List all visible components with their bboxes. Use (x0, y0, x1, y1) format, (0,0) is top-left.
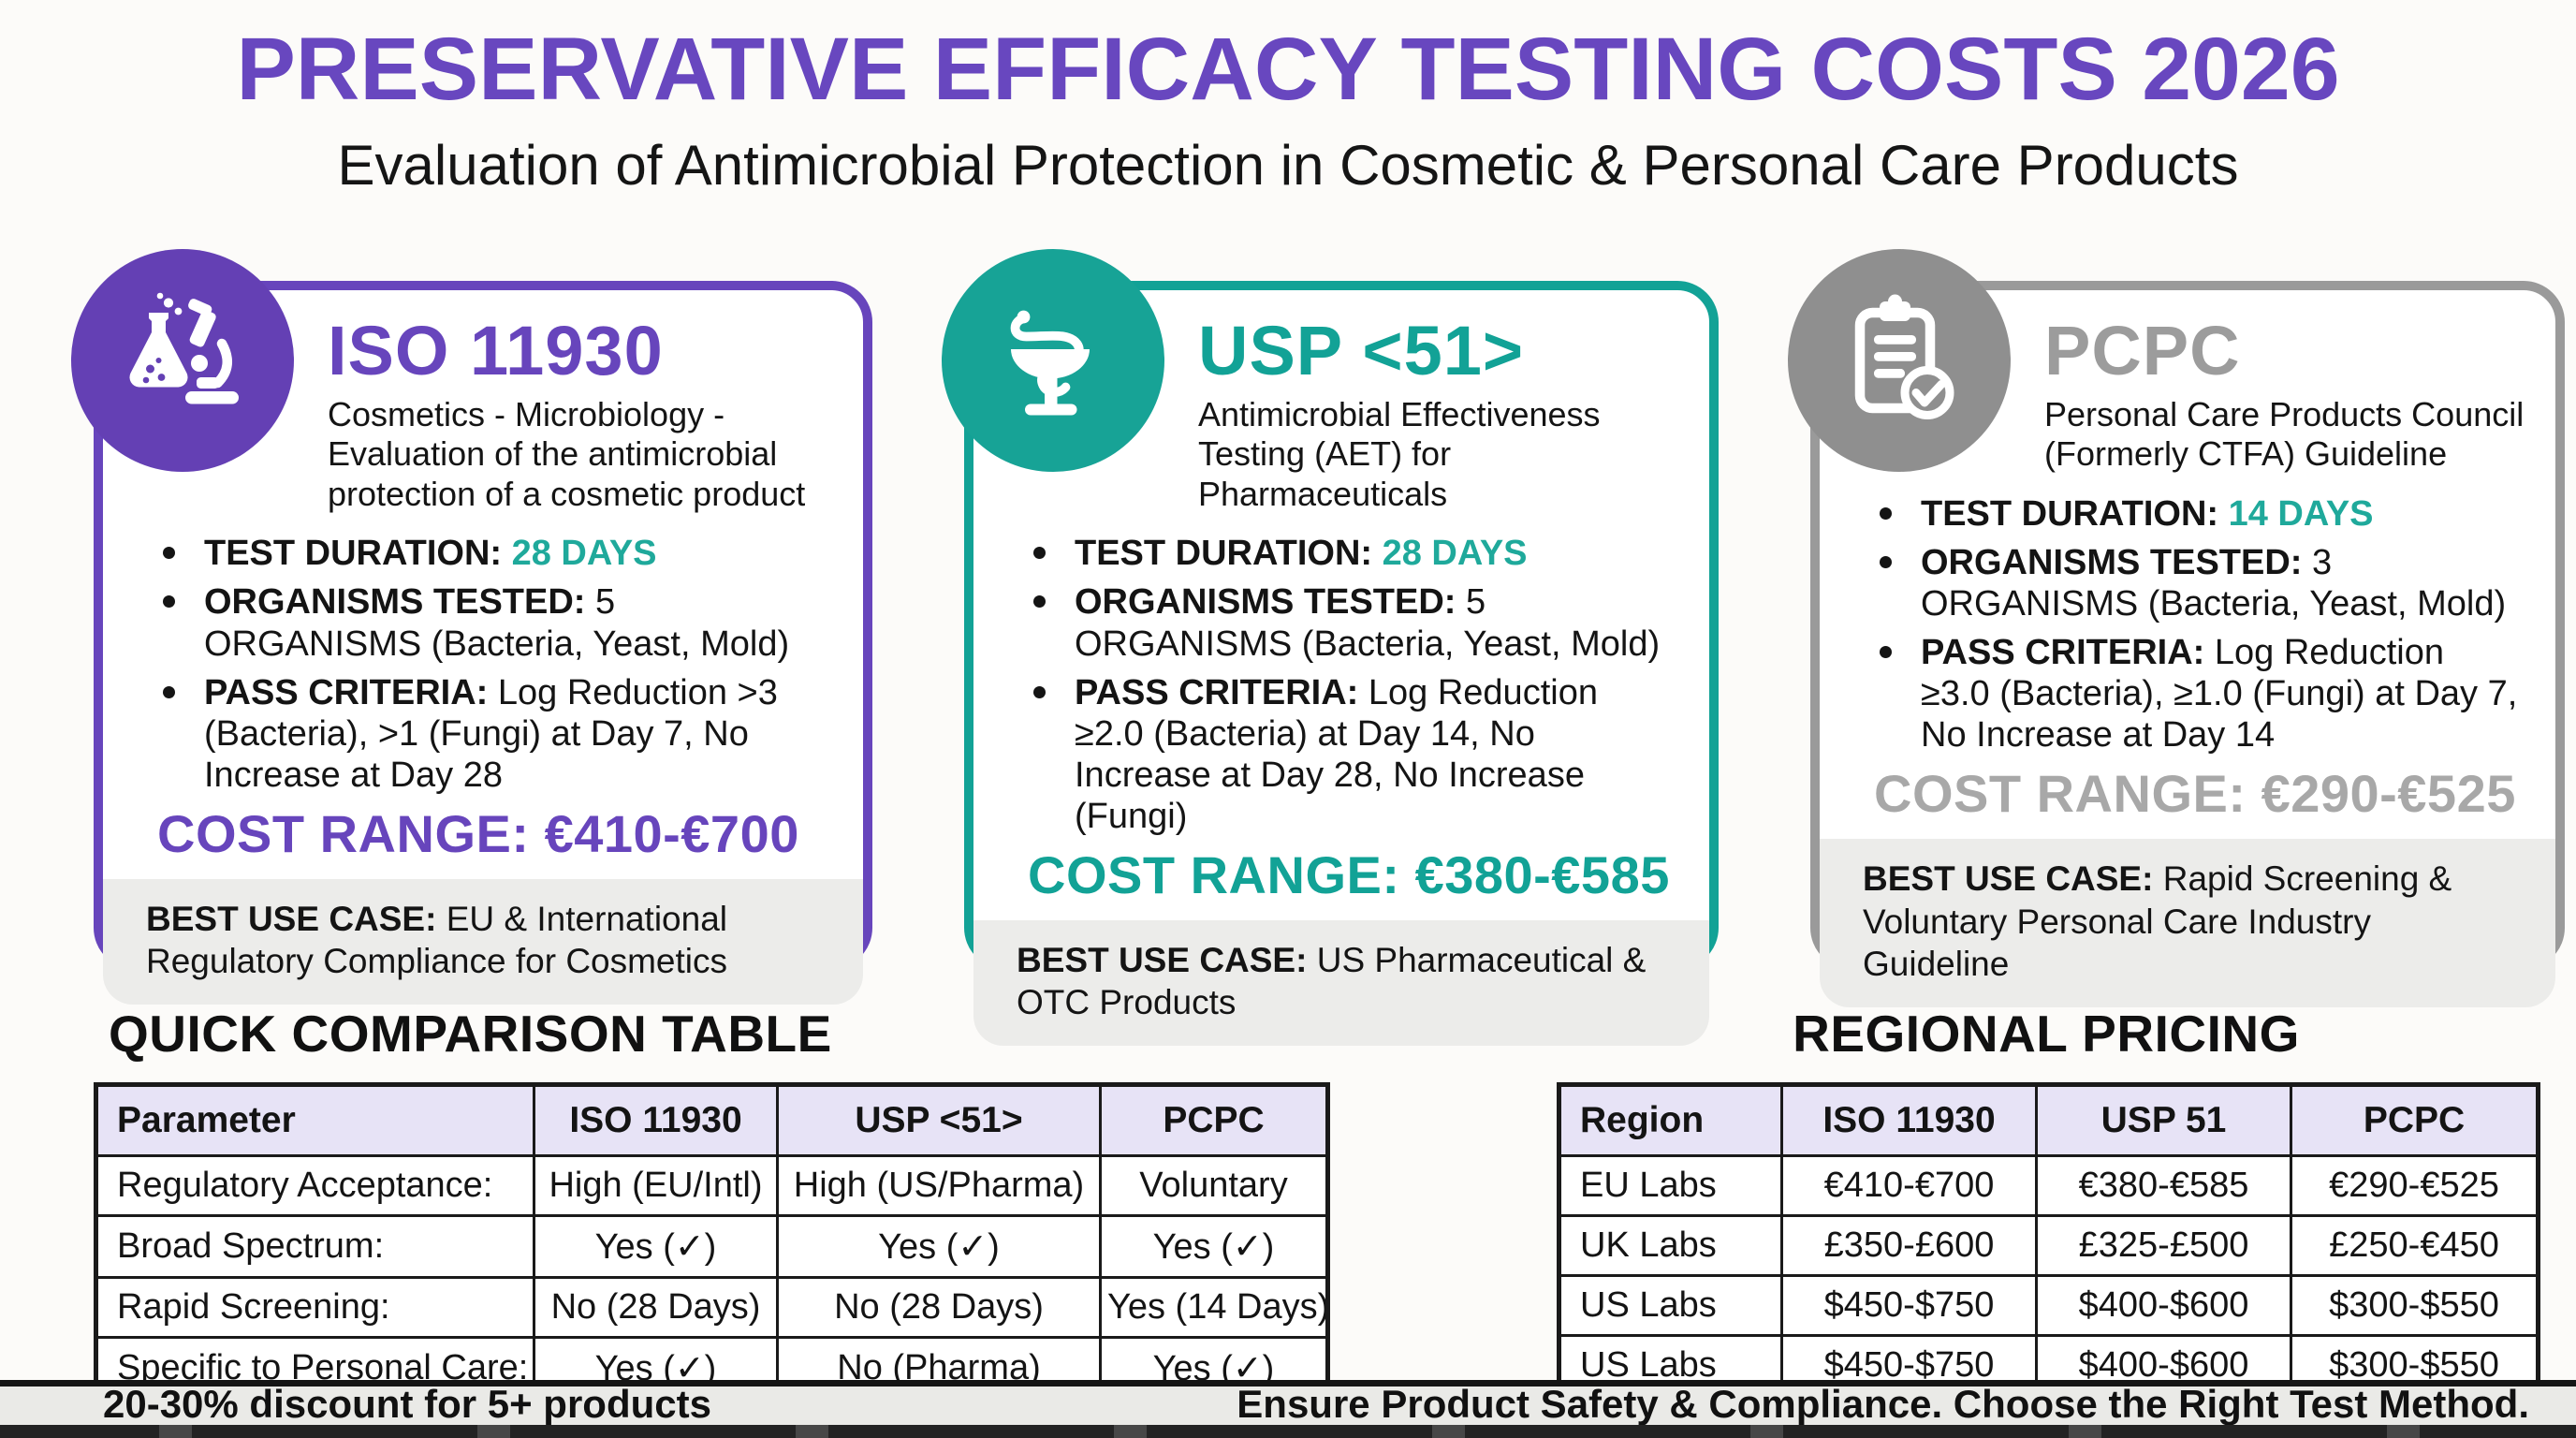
card-title: ISO 11930 (328, 312, 664, 389)
table-cell: Broad Spectrum: (95, 1214, 535, 1279)
table-cell: £350-£600 (1780, 1214, 2038, 1277)
clipboard-check-icon (1788, 249, 2011, 472)
column-header: PCPC (2290, 1083, 2539, 1157)
bullet-dot-icon (163, 547, 175, 560)
table-cell: Regulatory Acceptance: (95, 1154, 535, 1217)
column-header: USP 51 (2035, 1083, 2292, 1157)
card-bullet-list: TEST DURATION: 28 DAYS ORGANISMS TESTED:… (1028, 533, 1674, 844)
bullet-test-duration: TEST DURATION: 28 DAYS (157, 533, 827, 574)
card-title: PCPC (2044, 312, 2241, 389)
column-header: ISO 11930 (1780, 1083, 2038, 1157)
card-description: Personal Care Products Council (Formerly… (2044, 395, 2525, 474)
comparison-table: Parameter ISO 11930 USP <51> PCPC Regula… (94, 1082, 1330, 1402)
card-header: PCPC Personal Care Products Council (For… (2044, 316, 2527, 475)
table-cell: Yes (14 Days) (1099, 1276, 1329, 1339)
bullet-dot-icon (1033, 595, 1046, 609)
table-cell: $300-$550 (2290, 1274, 2539, 1337)
footer-cta-note: Ensure Product Safety & Compliance. Choo… (1237, 1381, 2529, 1426)
flask-microscope-icon (71, 249, 294, 472)
bullet-test-duration: TEST DURATION: 28 DAYS (1028, 533, 1674, 574)
bullet-pass-criteria: PASS CRITERIA: Log Reduction >3 (Bacteri… (157, 672, 827, 796)
table-row: UK Labs £350-£600 £325-£500 £250-€450 (1558, 1214, 2539, 1277)
bullet-dot-icon (1880, 556, 1892, 569)
bullet-dot-icon (1033, 547, 1046, 560)
table-header-row: Region ISO 11930 USP 51 PCPC (1558, 1083, 2539, 1157)
bullet-organisms: ORGANISMS TESTED: 5 ORGANISMS (Bacteria,… (1028, 581, 1674, 664)
bullet-dot-icon (163, 595, 175, 609)
regional-pricing-section: REGIONAL PRICING Region ISO 11930 USP 51… (1557, 1004, 2540, 1399)
standards-cards: ISO 11930 Cosmetics - Microbiology - Eva… (71, 249, 2565, 1047)
bullet-dot-icon (1033, 685, 1046, 698)
best-use-case: BEST USE CASE: US Pharmaceutical & OTC P… (973, 919, 1709, 1047)
card-header: USP <51> Antimicrobial Effectiveness Tes… (1198, 316, 1681, 514)
bullet-pass-criteria: PASS CRITERIA: Log Reduction ≥2.0 (Bacte… (1028, 672, 1674, 837)
table-header-row: Parameter ISO 11930 USP <51> PCPC (95, 1083, 1329, 1157)
card-pcpc: PCPC Personal Care Products Council (For… (1788, 249, 2565, 1007)
table-cell: Rapid Screening: (95, 1276, 535, 1339)
card-bullet-list: TEST DURATION: 28 DAYS ORGANISMS TESTED:… (157, 533, 827, 802)
table-row: Rapid Screening: No (28 Days) No (28 Day… (95, 1276, 1329, 1339)
regional-pricing-heading: REGIONAL PRICING (1793, 1005, 2300, 1063)
table-cell: No (28 Days) (776, 1276, 1102, 1339)
bottom-cutoff-strip (0, 1425, 2576, 1438)
bullet-organisms: ORGANISMS TESTED: 5 ORGANISMS (Bacteria,… (157, 581, 827, 664)
table-row: Regulatory Acceptance: High (EU/Intl) Hi… (95, 1154, 1329, 1217)
table-cell: Voluntary (1099, 1154, 1329, 1217)
table-cell: £250-€450 (2290, 1214, 2539, 1277)
bullet-dot-icon (1880, 506, 1892, 520)
table-cell: $450-$750 (1780, 1274, 2038, 1337)
bullet-organisms: ORGANISMS TESTED: 3 ORGANISMS (Bacteria,… (1874, 542, 2520, 624)
comparison-table-heading: QUICK COMPARISON TABLE (109, 1005, 832, 1063)
column-header: USP <51> (776, 1083, 1102, 1157)
bowl-of-hygieia-icon (942, 249, 1164, 472)
card-iso-11930: ISO 11930 Cosmetics - Microbiology - Eva… (71, 249, 872, 1005)
page-subtitle: Evaluation of Antimicrobial Protection i… (337, 134, 2239, 197)
page-title: PRESERVATIVE EFFICACY TESTING COSTS 2026 (236, 20, 2340, 119)
table-cell: €380-€585 (2035, 1154, 2292, 1217)
bullet-dot-icon (163, 685, 175, 698)
table-cell: UK Labs (1558, 1214, 1783, 1277)
bullet-test-duration: TEST DURATION: 14 DAYS (1874, 493, 2520, 535)
column-header: Region (1558, 1083, 1783, 1157)
column-header: PCPC (1099, 1083, 1329, 1157)
table-cell: No (28 Days) (533, 1276, 779, 1339)
card-description: Antimicrobial Effectiveness Testing (AET… (1198, 395, 1601, 513)
cost-range: COST RANGE: €410-€700 (157, 803, 799, 863)
regional-pricing-table: Region ISO 11930 USP 51 PCPC EU Labs €41… (1557, 1082, 2540, 1399)
bullet-dot-icon (1880, 646, 1892, 659)
column-header: Parameter (95, 1083, 535, 1157)
card-bullet-list: TEST DURATION: 14 DAYS ORGANISMS TESTED:… (1874, 493, 2520, 763)
bullet-pass-criteria: PASS CRITERIA: Log Reduction ≥3.0 (Bacte… (1874, 632, 2520, 756)
cost-range: COST RANGE: €380-€585 (1028, 844, 1670, 904)
card-title: USP <51> (1198, 312, 1525, 389)
table-cell: High (US/Pharma) (776, 1154, 1102, 1217)
card-description: Cosmetics - Microbiology - Evaluation of… (328, 395, 806, 513)
table-cell: £325-£500 (2035, 1214, 2292, 1277)
footer-discount-note: 20-30% discount for 5+ products (103, 1381, 711, 1426)
table-row: US Labs $450-$750 $400-$600 $300-$550 (1558, 1274, 2539, 1337)
table-cell: $400-$600 (2035, 1274, 2292, 1337)
table-cell: €410-€700 (1780, 1154, 2038, 1217)
table-cell: €290-€525 (2290, 1154, 2539, 1217)
card-usp-51: USP <51> Antimicrobial Effectiveness Tes… (942, 249, 1719, 1047)
table-cell: EU Labs (1558, 1154, 1783, 1217)
quick-comparison-section: QUICK COMPARISON TABLE Parameter ISO 119… (94, 1004, 1330, 1402)
footer-bar: 20-30% discount for 5+ products Ensure P… (0, 1380, 2576, 1426)
table-cell: Yes (✓) (776, 1214, 1102, 1279)
table-row: Broad Spectrum: Yes (✓) Yes (✓) Yes (✓) (95, 1214, 1329, 1279)
table-cell: High (EU/Intl) (533, 1154, 779, 1217)
best-use-case: BEST USE CASE: EU & International Regula… (103, 878, 863, 1005)
table-cell: Yes (✓) (533, 1214, 779, 1279)
cost-range: COST RANGE: €290-€525 (1874, 764, 2516, 824)
best-use-case: BEST USE CASE: Rapid Screening & Volunta… (1820, 839, 2555, 1007)
table-row: EU Labs €410-€700 €380-€585 €290-€525 (1558, 1154, 2539, 1217)
table-cell: Yes (✓) (1099, 1214, 1329, 1279)
table-cell: US Labs (1558, 1274, 1783, 1337)
card-header: ISO 11930 Cosmetics - Microbiology - Eva… (328, 316, 835, 514)
column-header: ISO 11930 (533, 1083, 779, 1157)
